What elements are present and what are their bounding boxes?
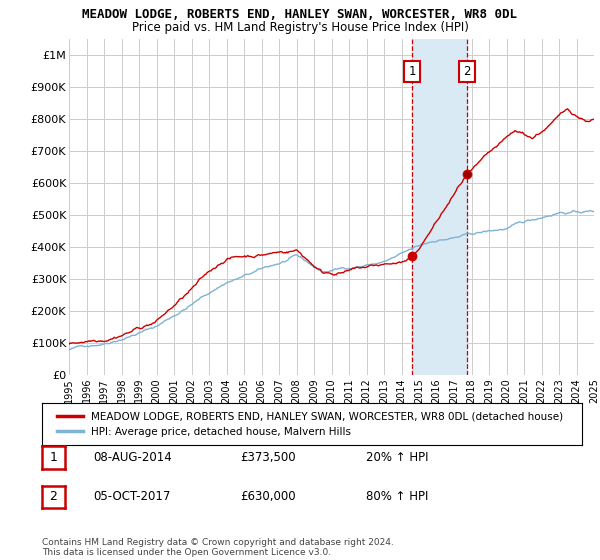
Text: Contains HM Land Registry data © Crown copyright and database right 2024.
This d: Contains HM Land Registry data © Crown c… (42, 538, 394, 557)
Text: 2: 2 (49, 490, 58, 503)
Text: 2: 2 (463, 65, 471, 78)
Text: 1: 1 (408, 65, 416, 78)
Text: 1: 1 (49, 451, 58, 464)
Text: 20% ↑ HPI: 20% ↑ HPI (366, 451, 428, 464)
Text: 80% ↑ HPI: 80% ↑ HPI (366, 490, 428, 503)
Text: £373,500: £373,500 (240, 451, 296, 464)
Text: £630,000: £630,000 (240, 490, 296, 503)
Text: 05-OCT-2017: 05-OCT-2017 (93, 490, 170, 503)
Text: Price paid vs. HM Land Registry's House Price Index (HPI): Price paid vs. HM Land Registry's House … (131, 21, 469, 34)
Bar (412, 39, 467, 375)
Legend: MEADOW LODGE, ROBERTS END, HANLEY SWAN, WORCESTER, WR8 0DL (detached house), HPI: MEADOW LODGE, ROBERTS END, HANLEY SWAN, … (53, 408, 568, 441)
Text: 08-AUG-2014: 08-AUG-2014 (93, 451, 172, 464)
Text: MEADOW LODGE, ROBERTS END, HANLEY SWAN, WORCESTER, WR8 0DL: MEADOW LODGE, ROBERTS END, HANLEY SWAN, … (83, 8, 517, 21)
